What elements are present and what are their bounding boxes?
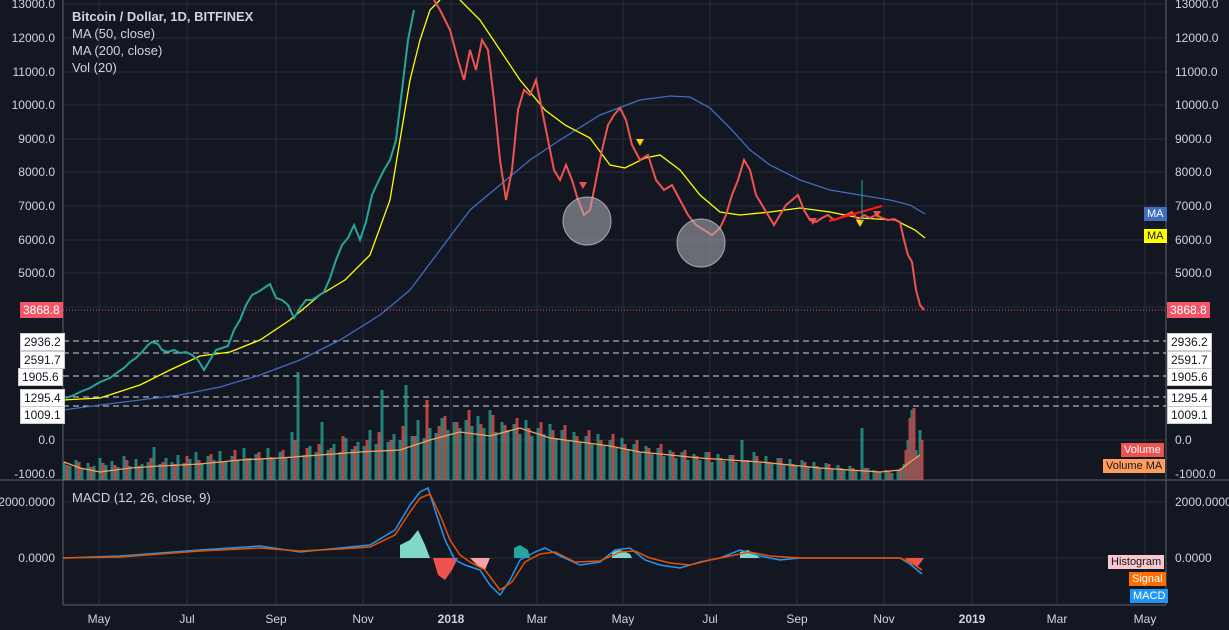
macd-tick: 0.0000 — [18, 551, 55, 565]
ma200-line — [62, 95, 926, 411]
signal-tag: Signal — [1129, 572, 1166, 586]
level-tag[interactable]: 2591.7 — [20, 351, 65, 369]
time-label: Nov — [352, 612, 374, 626]
down-marker-yellow — [636, 139, 644, 146]
low-circle-2 — [676, 218, 726, 268]
trend-line — [828, 205, 883, 222]
histogram-tag: Histogram — [1108, 555, 1165, 569]
time-label: May — [87, 612, 111, 626]
ma50-tag: MA — [1144, 229, 1167, 243]
volume-tick: -1000.0 — [1175, 467, 1216, 481]
down-marker-red — [809, 218, 817, 225]
level-tag[interactable]: 1009.1 — [1167, 406, 1212, 424]
chart-legend: Bitcoin / Dollar, 1D, BITFINEX MA (50, c… — [72, 8, 253, 76]
macd-tick: 2000.0000 — [0, 495, 55, 509]
price-tick: 6000.0 — [18, 233, 55, 247]
level-tag[interactable]: 1905.6 — [18, 368, 63, 386]
macd-tick: 0.0000 — [1175, 551, 1212, 565]
macd-tag: MACD — [1130, 589, 1169, 603]
macd-title[interactable]: MACD (12, 26, close, 9) — [72, 490, 211, 505]
time-label: Jul — [179, 612, 195, 626]
volume-ma-line — [63, 427, 921, 473]
price-tick: 6000.0 — [1175, 233, 1212, 247]
level-tag[interactable]: 1295.4 — [20, 389, 65, 407]
level-tag[interactable]: 2936.2 — [1167, 333, 1212, 351]
indicator-ma200[interactable]: MA (200, close) — [72, 43, 163, 58]
price-tick: 7000.0 — [18, 199, 55, 213]
low-circle-1 — [562, 196, 612, 246]
last-price-tag-left: 3868.8 — [20, 302, 63, 318]
price-tick: 11000.0 — [12, 65, 56, 79]
price-tick: 13000.0 — [1175, 0, 1219, 11]
price-tick: 11000.0 — [1175, 65, 1218, 79]
time-label: 2018 — [437, 612, 465, 626]
last-price-tag-right: 3868.8 — [1167, 302, 1210, 318]
level-tag[interactable]: 2936.2 — [20, 333, 65, 351]
price-tick: 8000.0 — [1175, 165, 1212, 179]
price-tick: 12000.0 — [11, 31, 55, 45]
price-tick: 12000.0 — [1175, 31, 1219, 45]
time-label: 2019 — [958, 612, 986, 626]
candles — [65, 0, 925, 399]
level-tag[interactable]: 1295.4 — [1167, 389, 1212, 407]
time-label: May — [611, 612, 635, 626]
down-marker-red — [579, 182, 587, 189]
volume-tick: 0.0 — [38, 433, 55, 447]
symbol-title: Bitcoin / Dollar, 1D, BITFINEX — [72, 9, 254, 24]
macd-tick: 2000.0000 — [1175, 495, 1229, 509]
price-tick: 10000.0 — [1175, 98, 1219, 112]
time-label: Jul — [702, 612, 718, 626]
price-tick: 9000.0 — [18, 132, 55, 146]
time-label: Sep — [786, 612, 808, 626]
volume-tick: -1000.0 — [14, 467, 55, 481]
support-levels — [63, 340, 1166, 407]
price-tick: 5000.0 — [18, 266, 55, 280]
indicator-volume[interactable]: Vol (20) — [72, 60, 117, 75]
macd-histogram — [400, 530, 924, 580]
level-tag[interactable]: 1905.6 — [1167, 368, 1212, 386]
macd-line — [62, 486, 923, 597]
ma200-tag: MA — [1144, 207, 1167, 221]
time-label: Mar — [1046, 612, 1068, 626]
time-label: Sep — [265, 612, 287, 626]
price-tick: 13000.0 — [11, 0, 55, 11]
price-tick: 10000.0 — [11, 98, 55, 112]
signal-line — [62, 493, 923, 592]
indicator-ma50[interactable]: MA (50, close) — [72, 26, 156, 41]
price-tick: 8000.0 — [18, 165, 55, 179]
time-label: Mar — [526, 612, 548, 626]
volume-bars — [62, 372, 924, 480]
down-marker-red — [873, 211, 881, 218]
volume-ma-tag: Volume MA — [1103, 459, 1166, 473]
level-tag[interactable]: 1009.1 — [20, 406, 65, 424]
time-label: May — [1133, 612, 1157, 626]
level-tag[interactable]: 2591.7 — [1167, 351, 1212, 369]
grid-horizontal — [63, 3, 1166, 559]
volume-tag: Volume — [1121, 443, 1164, 457]
price-tick: 5000.0 — [1175, 266, 1212, 280]
price-tick: 9000.0 — [1175, 132, 1212, 146]
time-label: Nov — [873, 612, 895, 626]
price-tick: 7000.0 — [1175, 199, 1212, 213]
volume-tick: 0.0 — [1175, 433, 1192, 447]
